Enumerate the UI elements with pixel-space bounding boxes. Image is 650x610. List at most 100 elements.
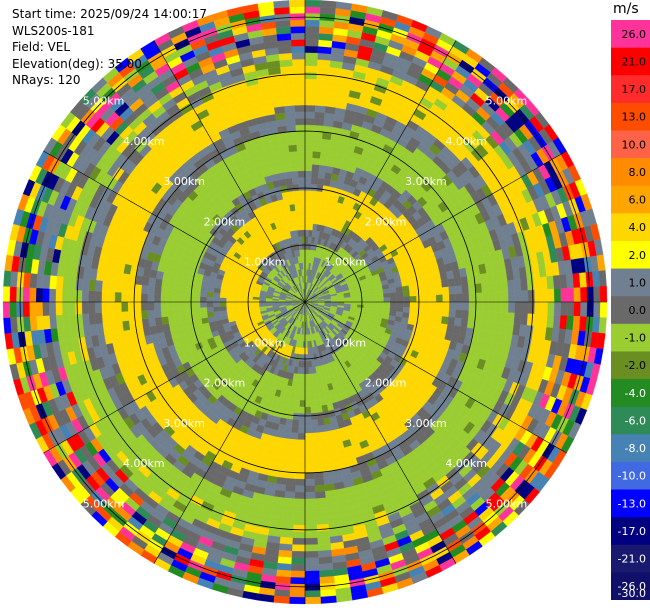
- range-gate: [293, 505, 306, 513]
- range-gate: [304, 104, 316, 113]
- range-gate: [304, 98, 316, 106]
- range-gate: [304, 596, 321, 605]
- range-gate: [304, 439, 313, 447]
- range-gate: [193, 312, 202, 320]
- range-gate: [304, 577, 320, 585]
- range-gate: [475, 292, 483, 303]
- range-gate: [559, 315, 568, 330]
- range-gate: [304, 387, 310, 395]
- range-gate: [413, 277, 422, 285]
- range-gate: [186, 301, 194, 309]
- range-gate: [160, 309, 169, 318]
- range-gate: [320, 595, 337, 604]
- range-gate: [304, 216, 310, 224]
- range-gate: [357, 301, 365, 306]
- range-gate: [252, 304, 260, 308]
- range-gate: [304, 137, 314, 145]
- range-gate: [455, 285, 463, 295]
- range-gate: [494, 311, 502, 323]
- range-gate: [226, 305, 234, 311]
- range-gate: [213, 292, 221, 298]
- range-gate: [292, 531, 306, 539]
- range-gate: [316, 517, 329, 526]
- range-gate: [187, 283, 195, 291]
- range-gate: [289, 583, 306, 592]
- range-gate: [319, 444, 329, 453]
- range-gate: [540, 289, 549, 303]
- range-gate: [304, 183, 312, 191]
- range-gate: [318, 164, 327, 173]
- range-gate: [48, 288, 57, 303]
- range-gate: [468, 301, 476, 312]
- range-gate: [193, 290, 201, 297]
- range-gate: [293, 406, 300, 414]
- range-gate: [321, 138, 331, 147]
- range-gate: [309, 393, 316, 401]
- range-gate: [299, 400, 306, 408]
- range-gate: [121, 282, 129, 293]
- range-gate: [317, 549, 332, 558]
- range-gate: [316, 72, 330, 81]
- range-gate: [580, 287, 588, 303]
- range-gate: [35, 287, 43, 303]
- range-gate: [304, 485, 316, 493]
- range-gate: [298, 413, 306, 421]
- range-gate: [186, 295, 194, 303]
- range-gate: [311, 432, 320, 440]
- range-gate: [213, 306, 221, 312]
- range-gate: [422, 301, 430, 309]
- range-gate: [310, 190, 317, 198]
- range-gate: [304, 0, 321, 8]
- range-gate: [312, 157, 321, 166]
- range-gate: [363, 301, 371, 306]
- range-gate: [599, 301, 608, 318]
- range-gate: [514, 301, 522, 314]
- range-gate: [321, 132, 332, 141]
- range-gate: [292, 412, 300, 421]
- range-gate: [316, 530, 330, 539]
- range-gate: [304, 472, 315, 480]
- range-gate: [304, 203, 311, 211]
- range-gate: [488, 301, 496, 313]
- range-gate: [533, 277, 542, 291]
- range-gate: [304, 393, 311, 401]
- range-gate: [448, 286, 456, 295]
- range-gate: [320, 145, 330, 154]
- range-gate: [312, 445, 321, 453]
- range-gate: [284, 484, 296, 493]
- range-gate: [390, 297, 398, 303]
- range-gate: [304, 229, 309, 237]
- range-gate: [494, 291, 503, 303]
- range-gate: [313, 379, 319, 388]
- range-gate: [304, 26, 320, 34]
- range-gate: [475, 301, 483, 312]
- range-gate: [160, 294, 168, 303]
- range-gate: [552, 314, 561, 329]
- range-gate: [573, 287, 581, 303]
- range-gate: [441, 279, 449, 288]
- range-gate: [107, 291, 116, 303]
- range-gate: [320, 450, 330, 459]
- range-gate: [316, 523, 330, 532]
- range-gate: [318, 556, 333, 565]
- range-gate: [135, 318, 144, 329]
- range-gate: [293, 511, 306, 519]
- range-gate: [415, 283, 423, 291]
- range-gate: [534, 289, 542, 303]
- range-gate: [297, 439, 306, 447]
- range-gate: [566, 315, 574, 331]
- range-gate: [321, 404, 329, 413]
- range-gate: [317, 418, 325, 427]
- range-gate: [383, 292, 391, 299]
- range-gate: [488, 291, 496, 303]
- range-gate: [462, 301, 470, 311]
- range-gate: [304, 590, 321, 598]
- range-gate: [278, 543, 293, 552]
- range-gate: [265, 301, 273, 305]
- range-gate: [153, 293, 161, 303]
- range-gate: [323, 417, 332, 426]
- range-gate: [292, 537, 306, 546]
- range-gate: [55, 275, 64, 290]
- range-gate: [389, 287, 397, 294]
- range-gate: [314, 111, 326, 120]
